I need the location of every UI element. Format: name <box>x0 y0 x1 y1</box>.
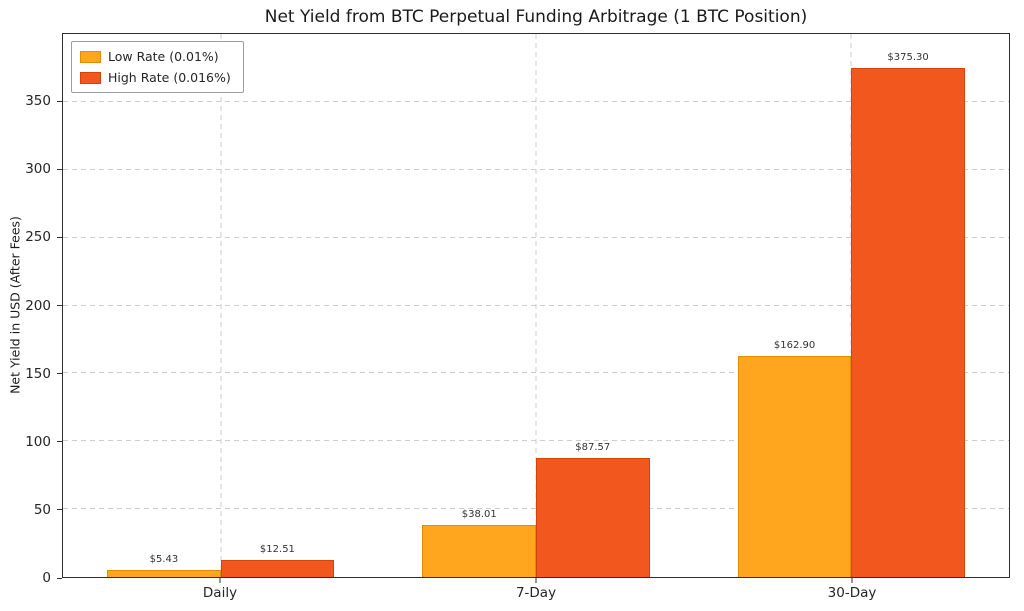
legend-swatch-high-rate <box>80 71 101 84</box>
bar-high-rate-0-016 <box>536 458 650 577</box>
y-tick-mark <box>57 100 62 102</box>
y-tick-label: 100 <box>25 433 51 450</box>
y-tick-mark <box>57 168 62 170</box>
x-tick-mark <box>535 578 537 583</box>
plot-area: Low Rate (0.01%) High Rate (0.016%) $5.4… <box>62 33 1010 578</box>
bar-value-label: $162.90 <box>773 339 816 351</box>
legend-item-high-rate: High Rate (0.016%) <box>80 70 231 85</box>
bar-high-rate-0-016 <box>220 560 335 577</box>
y-tick-mark <box>57 236 62 238</box>
gridline-vertical <box>220 34 222 577</box>
x-tick-mark <box>219 578 221 583</box>
y-tick-mark <box>57 441 62 443</box>
bar-value-label: $38.01 <box>461 509 497 521</box>
legend-item-low-rate: Low Rate (0.01%) <box>80 49 231 64</box>
y-tick-label: 300 <box>25 161 51 178</box>
bar-value-label: $375.30 <box>887 51 929 63</box>
x-axis-ticks: Daily 7-Day 30-Day <box>62 578 1010 606</box>
legend-label-high-rate: High Rate (0.016%) <box>108 70 231 85</box>
x-tick-label: Daily <box>202 585 238 601</box>
x-tick-label: 7-Day <box>515 585 557 601</box>
gridline-vertical <box>535 34 537 577</box>
y-tick-label: 50 <box>33 501 51 518</box>
x-tick-mark <box>851 578 853 583</box>
bar-value-label: $87.57 <box>575 442 611 454</box>
y-axis-ticks: 0 50 100 150 200 250 300 350 <box>0 33 62 586</box>
bar-value-label: $5.43 <box>149 553 179 565</box>
y-tick-mark <box>57 577 62 579</box>
y-tick-mark <box>57 305 62 306</box>
legend-label-low-rate: Low Rate (0.01%) <box>108 49 219 64</box>
y-tick-label: 150 <box>25 365 51 382</box>
y-tick-mark <box>57 509 62 511</box>
legend-swatch-low-rate <box>80 50 101 63</box>
y-tick-label: 0 <box>42 570 51 586</box>
legend: Low Rate (0.01%) High Rate (0.016%) <box>71 41 244 93</box>
y-tick-label: 250 <box>25 229 51 246</box>
y-tick-label: 350 <box>25 93 51 110</box>
y-tick-label: 200 <box>25 297 51 314</box>
y-tick-mark <box>57 373 62 375</box>
bar-high-rate-0-016 <box>851 67 965 577</box>
x-tick-label: 30-Day <box>827 585 877 601</box>
chart-title: Net Yield from BTC Perpetual Funding Arb… <box>264 7 808 27</box>
bar-value-label: $12.51 <box>259 544 295 556</box>
bar-low-rate-0-01 <box>107 569 221 577</box>
bar-low-rate-0-01 <box>737 355 852 577</box>
bar-low-rate-0-01 <box>422 525 536 577</box>
